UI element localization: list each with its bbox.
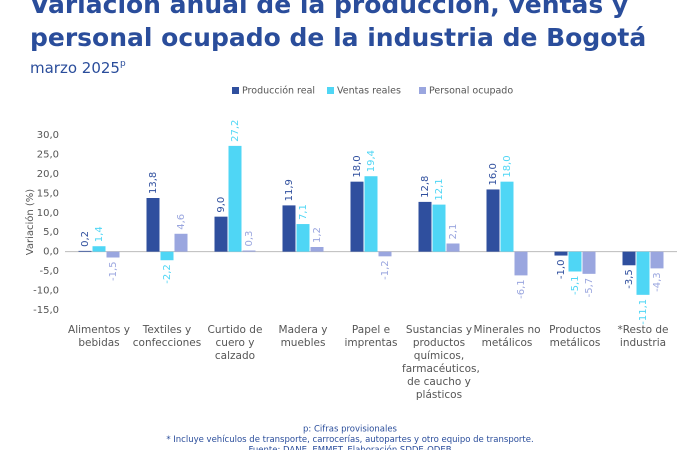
legend-swatch bbox=[419, 87, 426, 94]
data-label: 16,0 bbox=[488, 163, 499, 185]
bar bbox=[636, 251, 650, 295]
data-label: -1,5 bbox=[108, 262, 119, 282]
bar bbox=[242, 250, 256, 252]
data-label: 12,1 bbox=[434, 178, 445, 200]
x-tick-label: Curtido de cuero y calzado bbox=[207, 324, 263, 362]
bar bbox=[554, 251, 568, 256]
data-label: 18,0 bbox=[352, 155, 363, 177]
y-axis-label: Variación (%) bbox=[24, 189, 36, 256]
bar bbox=[418, 201, 432, 252]
data-label: -2,2 bbox=[162, 264, 173, 284]
data-label: 19,4 bbox=[366, 150, 377, 172]
bar bbox=[146, 198, 160, 252]
bar bbox=[106, 251, 120, 258]
data-label: 1,4 bbox=[94, 226, 105, 242]
bar bbox=[214, 216, 228, 252]
y-tick-label: 10,0 bbox=[37, 208, 59, 219]
bar bbox=[378, 251, 392, 257]
subtitle-text: marzo 2025 bbox=[30, 59, 120, 77]
bar bbox=[622, 251, 636, 266]
data-label: -1,0 bbox=[556, 260, 567, 280]
bar bbox=[446, 243, 460, 252]
footnote: * Incluye vehículos de transporte, carro… bbox=[166, 435, 533, 445]
bar bbox=[650, 251, 664, 269]
bar bbox=[160, 251, 174, 261]
bar bbox=[282, 205, 296, 252]
x-tick-label: Madera y muebles bbox=[278, 324, 328, 349]
data-label: -5,7 bbox=[584, 278, 595, 298]
bar bbox=[514, 251, 528, 276]
bar bbox=[568, 251, 582, 272]
data-label: 9,0 bbox=[216, 197, 227, 213]
x-tick-label: Sustancias y productos químicos, farmacé… bbox=[402, 324, 480, 401]
y-tick-label: 25,0 bbox=[37, 149, 59, 160]
data-label: 1,2 bbox=[312, 227, 323, 243]
data-label: -4,3 bbox=[652, 272, 663, 292]
bar bbox=[92, 246, 106, 252]
data-label: -6,1 bbox=[516, 279, 527, 299]
data-label: 0,2 bbox=[80, 231, 91, 247]
x-tick-label: Textiles y confecciones bbox=[132, 324, 202, 349]
y-tick-label: -15,0 bbox=[33, 305, 59, 316]
y-tick-label: -10,0 bbox=[33, 286, 59, 297]
y-tick-label: 5,0 bbox=[43, 227, 59, 238]
data-label: 11,9 bbox=[284, 179, 295, 201]
data-label: 12,8 bbox=[420, 176, 431, 198]
footnote: p: Cifras provisionales bbox=[303, 425, 398, 435]
data-label: -5,1 bbox=[570, 276, 581, 296]
data-label: 2,1 bbox=[448, 224, 459, 240]
bar bbox=[350, 181, 364, 252]
y-tick-label: 20,0 bbox=[37, 169, 59, 180]
y-tick-label: -5,0 bbox=[39, 266, 59, 277]
y-tick-label: 15,0 bbox=[37, 188, 59, 199]
legend-label: Ventas reales bbox=[337, 86, 401, 97]
chart-title: Variación anual de la producción, ventas… bbox=[30, 0, 628, 19]
x-tick-label: Papel e imprentas bbox=[344, 324, 398, 349]
bar bbox=[486, 189, 500, 252]
data-label: 27,2 bbox=[230, 120, 241, 142]
x-tick-label: Productos metálicos bbox=[549, 324, 601, 349]
legend-swatch bbox=[327, 87, 334, 94]
y-tick-label: 0,0 bbox=[43, 247, 59, 258]
bar bbox=[228, 145, 242, 252]
data-label: -3,5 bbox=[624, 269, 635, 289]
x-tick-label: Minerales no metálicos bbox=[473, 324, 541, 349]
bar bbox=[364, 176, 378, 252]
subtitle: marzo 2025p bbox=[30, 59, 126, 77]
x-tick-label: *Resto de industria bbox=[617, 324, 669, 349]
legend-label: Personal ocupado bbox=[429, 86, 513, 97]
y-tick-label: 30,0 bbox=[37, 130, 59, 141]
data-label: 13,8 bbox=[148, 172, 159, 194]
bar bbox=[78, 250, 92, 252]
data-label: 7,1 bbox=[298, 204, 309, 220]
data-label: 18,0 bbox=[502, 155, 513, 177]
subtitle-note: p bbox=[120, 59, 126, 69]
legend-label: Producción real bbox=[242, 86, 315, 97]
data-label: -11,1 bbox=[638, 299, 649, 325]
bar bbox=[432, 204, 446, 252]
data-label: 0,3 bbox=[244, 231, 255, 247]
bar bbox=[296, 224, 310, 252]
bar bbox=[500, 181, 514, 252]
bar bbox=[582, 251, 596, 274]
bar bbox=[310, 247, 324, 252]
bar bbox=[174, 233, 188, 252]
chart-title: personal ocupado de la industria de Bogo… bbox=[30, 23, 646, 52]
footnote: Fuente: DANE, EMMET. Elaboración SDDE-OD… bbox=[248, 445, 451, 450]
data-label: 4,6 bbox=[176, 214, 187, 230]
x-tick-label: Alimentos y bebidas bbox=[68, 324, 130, 349]
legend-swatch bbox=[232, 87, 239, 94]
data-label: -1,2 bbox=[380, 260, 391, 280]
